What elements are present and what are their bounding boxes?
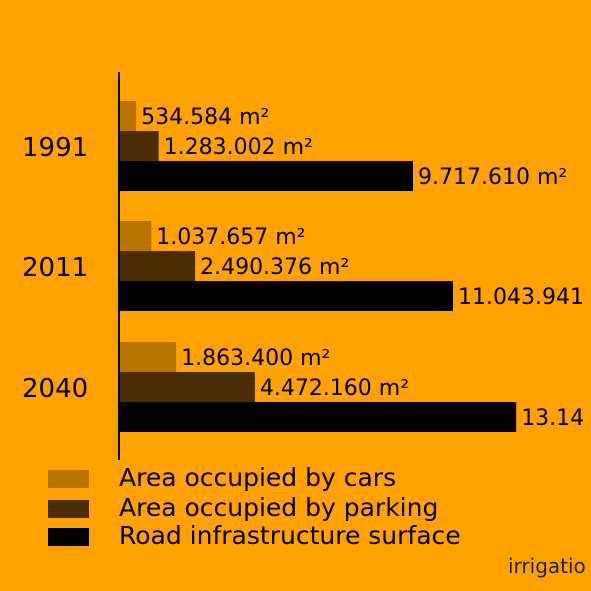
legend-swatch-1: [48, 470, 89, 488]
bars-layer: [120, 101, 517, 432]
bar-2040-series-3: [120, 402, 517, 432]
data-label-1991-series-1: 534.584 m²: [141, 105, 269, 130]
legend-label-3: Road infrastructure surface: [119, 521, 461, 550]
data-label-2040-series-1: 1.863.400 m²: [181, 346, 330, 371]
data-label-2011-series-1: 1.037.657 m²: [156, 225, 305, 250]
legend-label-1: Area occupied by cars: [119, 463, 396, 492]
bar-2040-series-2: [120, 372, 255, 402]
bar-2011-series-2: [120, 251, 196, 281]
bar-2011-series-1: [120, 221, 152, 251]
credit-text: irrigatio: [508, 554, 586, 578]
data-label-1991-series-3: 9.717.610 m²: [418, 165, 567, 190]
bar-2011-series-3: [120, 281, 453, 311]
legend-swatch-2: [48, 500, 89, 518]
legend-label-2: Area occupied by parking: [119, 493, 438, 522]
data-label-2011-series-2: 2.490.376 m²: [200, 255, 349, 280]
bar-1991-series-2: [120, 131, 159, 161]
bar-1991-series-1: [120, 101, 137, 131]
category-label-1991: 1991: [22, 133, 88, 163]
data-label-1991-series-2: 1.283.002 m²: [164, 135, 313, 160]
data-label-2011-series-3: 11.043.941: [458, 285, 584, 310]
bar-2040-series-1: [120, 342, 177, 372]
category-label-2040: 2040: [22, 374, 88, 404]
labels-layer: 534.584 m² 1.283.002 m² 9.717.610 m² 1991 1.…: [22, 105, 584, 431]
category-label-2011: 2011: [22, 253, 88, 283]
bar-1991-series-3: [120, 161, 413, 191]
legend-swatch-3: [48, 528, 89, 546]
data-label-2040-series-2: 4.472.160 m²: [260, 376, 409, 401]
data-label-2040-series-3: 13.14: [521, 406, 584, 431]
